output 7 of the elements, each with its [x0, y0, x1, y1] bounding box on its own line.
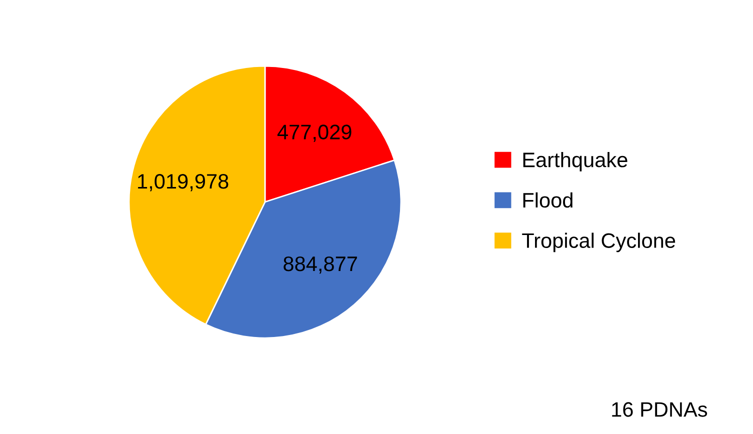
- data-label: 1,019,978: [138, 174, 228, 192]
- legend-label: Tropical Cyclone: [522, 232, 676, 252]
- legend-label: Earthquake: [523, 152, 628, 172]
- legend-label: Flood: [523, 192, 572, 208]
- data-label: 884,877: [284, 256, 357, 274]
- text: 16 PDNAs: [612, 402, 708, 417]
- data-label: 477,029: [277, 124, 352, 142]
